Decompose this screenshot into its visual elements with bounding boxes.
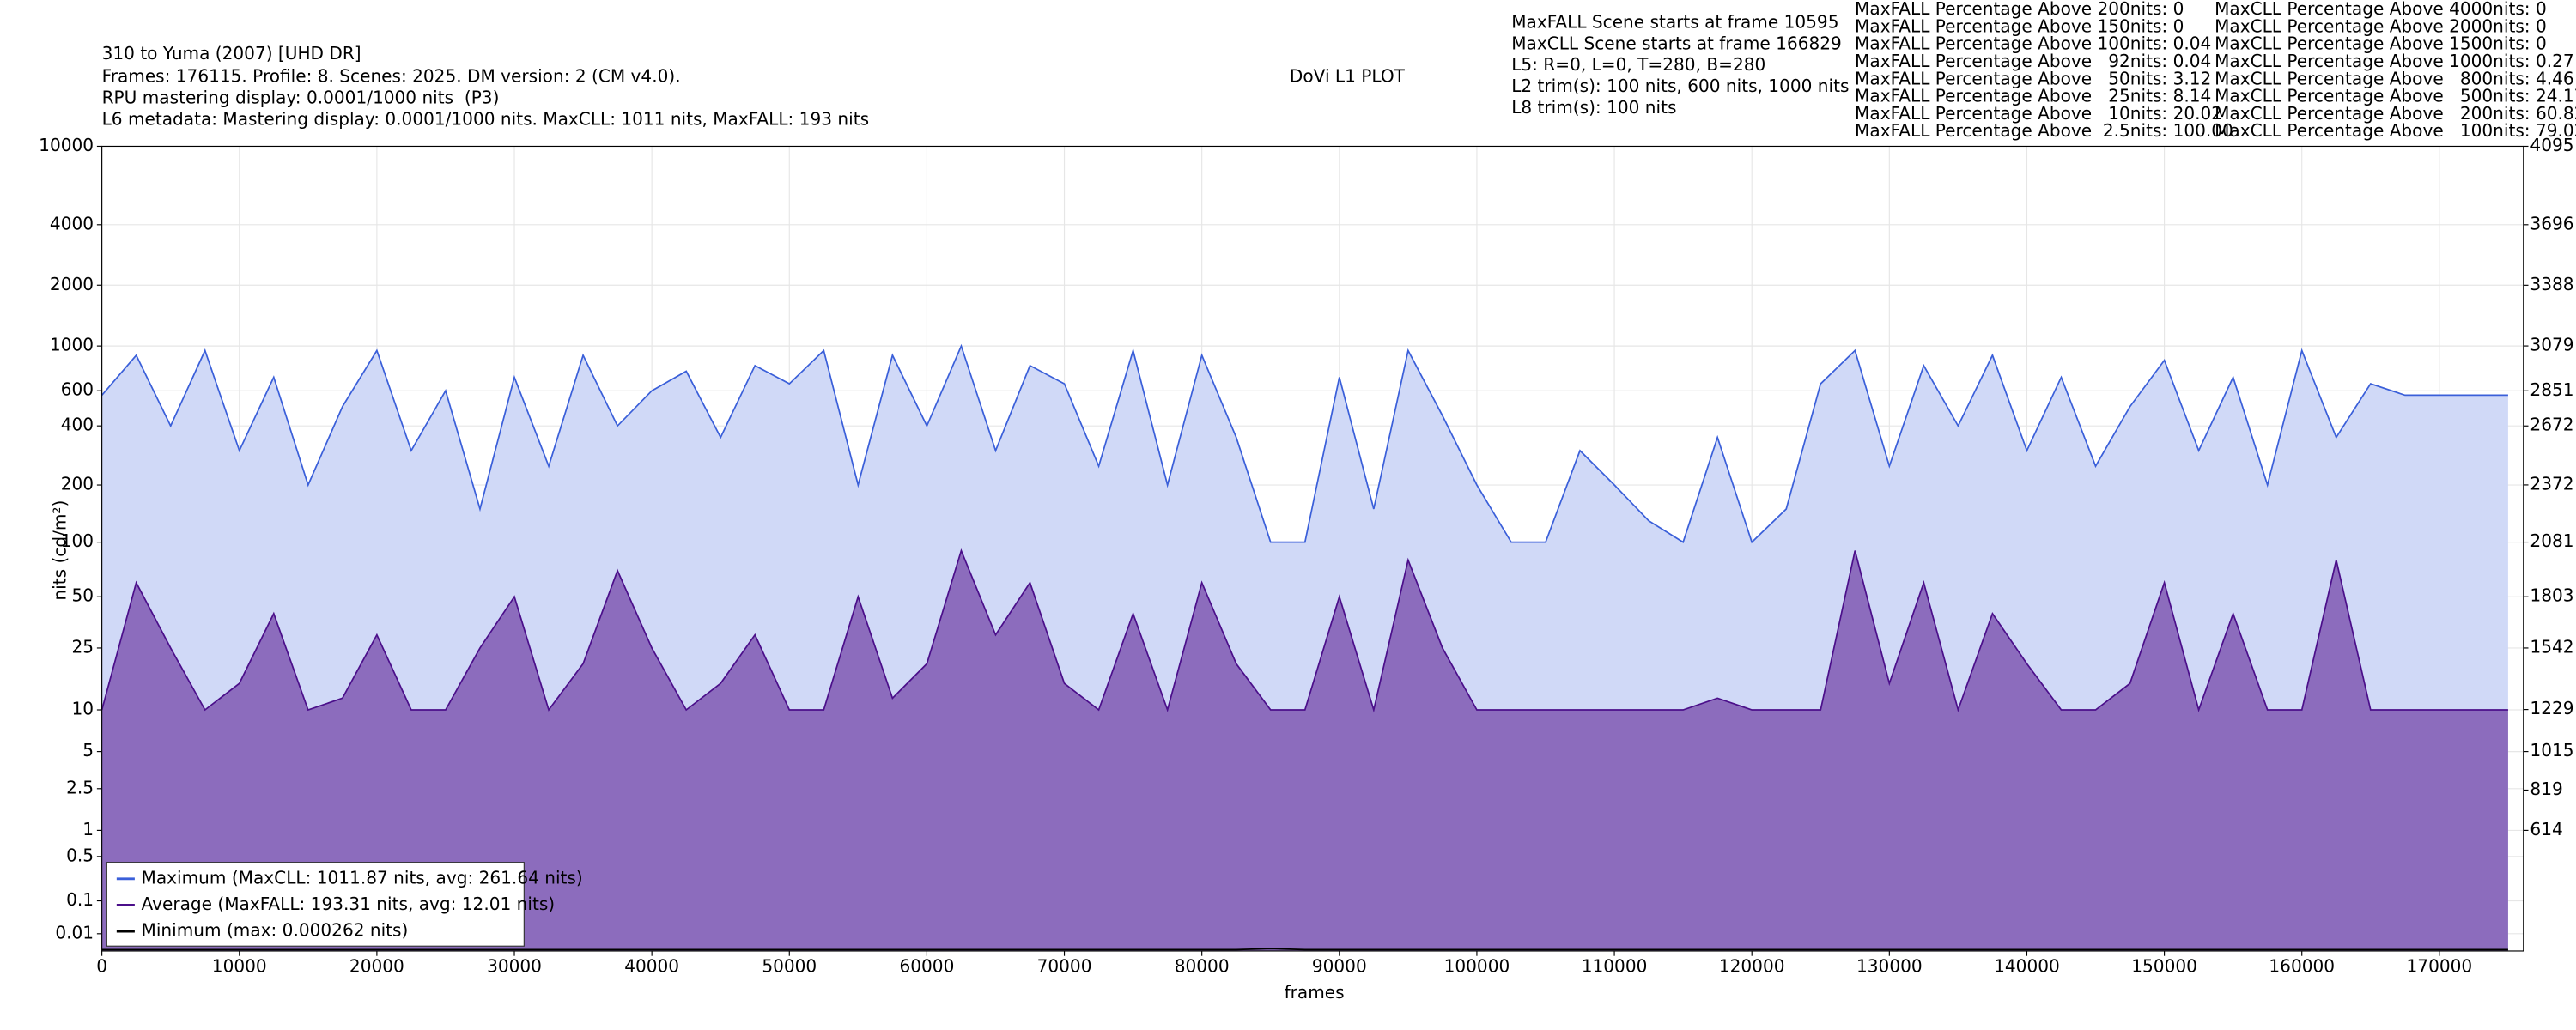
y-tick-label: 25: [71, 636, 94, 657]
x-tick-label: 160000: [2269, 956, 2335, 977]
x-tick-label: 70000: [1037, 956, 1092, 977]
series-line: [101, 948, 2508, 951]
scene-info: L5: R=0, L=0, T=280, B=280: [1511, 54, 1765, 75]
y-tick-label: 1000: [50, 335, 94, 355]
x-tick-label: 60000: [899, 956, 954, 977]
x-tick-label: 0: [96, 956, 107, 977]
stat-line: MaxCLL Percentage Above 800nits: 4.46: [2215, 68, 2574, 88]
x-tick-label: 20000: [349, 956, 404, 977]
y2-tick-label: 614: [2530, 819, 2562, 839]
x-tick-label: 140000: [1994, 956, 2060, 977]
stat-line: MaxFALL Percentage Above 92nits: 0.04: [1855, 51, 2211, 71]
x-tick-label: 120000: [1719, 956, 1785, 977]
x-tick-label: 100000: [1444, 956, 1510, 977]
y2-tick-label: 3079: [2530, 335, 2573, 355]
stat-line: MaxFALL Percentage Above 2.5nits: 100.00: [1855, 120, 2233, 141]
info-line: Frames: 176115. Profile: 8. Scenes: 2025…: [102, 66, 681, 87]
stat-line: MaxFALL Percentage Above 50nits: 3.12: [1855, 68, 2211, 88]
y2-tick-label: 2851: [2530, 379, 2573, 400]
y-tick-label: 0.5: [66, 845, 94, 865]
stat-line: MaxCLL Percentage Above 1000nits: 0.27: [2215, 51, 2574, 71]
y2-tick-label: 819: [2530, 779, 2562, 799]
scene-info: MaxCLL Scene starts at frame 166829: [1511, 33, 1842, 53]
y-tick-label: 1: [82, 819, 94, 839]
header-title: 310 to Yuma (2007) [UHD DR]: [102, 43, 361, 64]
y2-tick-label: 2372: [2530, 473, 2573, 494]
stat-line: MaxCLL Percentage Above 100nits: 79.02: [2215, 120, 2576, 141]
x-tick-label: 170000: [2407, 956, 2473, 977]
series-line: [100, 343, 2508, 544]
y-tick-label: 2000: [50, 274, 94, 294]
y2-tick-label: 1015: [2530, 740, 2573, 760]
y-tick-label: 0.01: [55, 922, 94, 942]
stat-line: MaxCLL Percentage Above 2000nits: 0: [2215, 15, 2547, 36]
stat-line: MaxFALL Percentage Above 100nits: 0.04: [1855, 33, 2211, 54]
y-tick-label: 400: [61, 415, 94, 435]
x-tick-label: 50000: [762, 956, 817, 977]
stat-line: MaxFALL Percentage Above 200nits: 0: [1855, 0, 2184, 19]
y-tick-label: 50: [71, 585, 94, 606]
info-line: RPU mastering display: 0.0001/1000 nits …: [102, 87, 500, 107]
y2-tick-label: 3696: [2530, 213, 2573, 233]
legend-label: Maximum (MaxCLL: 1011.87 nits, avg: 261.…: [142, 867, 583, 888]
stat-line: MaxFALL Percentage Above 25nits: 8.14: [1855, 86, 2211, 106]
y-tick-label: 5: [82, 740, 94, 760]
y-tick-label: 10000: [39, 135, 94, 155]
stat-line: MaxCLL Percentage Above 4000nits: 0: [2215, 0, 2547, 19]
stat-line: MaxFALL Percentage Above 10nits: 20.02: [1855, 103, 2222, 124]
y2-tick-label: 2672: [2530, 415, 2573, 435]
y2-tick-label: 3388: [2530, 274, 2573, 294]
y-tick-label: 4000: [50, 213, 94, 233]
y-tick-label: 0.1: [66, 889, 94, 910]
y-axis-label: nits (cd/m²): [49, 500, 70, 601]
stat-line: MaxFALL Percentage Above 150nits: 0: [1855, 15, 2184, 36]
chart-title: DoVi L1 PLOT: [1290, 66, 1406, 87]
stat-line: MaxCLL Percentage Above 1500nits: 0: [2215, 33, 2547, 54]
x-tick-label: 150000: [2131, 956, 2197, 977]
y-tick-label: 2.5: [66, 777, 94, 797]
legend-box: [106, 862, 525, 947]
y2-tick-label: 2081: [2530, 530, 2573, 551]
x-tick-label: 40000: [624, 956, 679, 977]
info-line: L6 metadata: Mastering display: 0.0001/1…: [102, 108, 869, 129]
series-line: [100, 548, 2508, 713]
x-axis-label: frames: [1285, 982, 1345, 1003]
stat-line: MaxCLL Percentage Above 500nits: 24.17: [2215, 86, 2576, 106]
plot-frame: [101, 145, 2524, 952]
scene-info: L8 trim(s): 100 nits: [1511, 97, 1676, 118]
y-tick-label: 100: [61, 530, 94, 551]
x-tick-label: 90000: [1312, 956, 1367, 977]
stat-line: MaxCLL Percentage Above 200nits: 60.82: [2215, 103, 2576, 124]
legend-label: Minimum (max: 0.000262 nits): [142, 920, 409, 941]
x-tick-label: 10000: [212, 956, 267, 977]
scene-info: MaxFALL Scene starts at frame 10595: [1511, 11, 1838, 32]
legend-label: Average (MaxFALL: 193.31 nits, avg: 12.0…: [142, 894, 556, 914]
y-tick-label: 200: [61, 474, 94, 494]
area-fill: [101, 550, 2508, 951]
x-tick-label: 80000: [1175, 956, 1230, 977]
y2-tick-label: 1542: [2530, 636, 2573, 657]
x-tick-label: 130000: [1856, 956, 1923, 977]
y2-tick-label: 1229: [2530, 698, 2573, 718]
y2-tick-label: 1803: [2530, 585, 2573, 606]
scene-info: L2 trim(s): 100 nits, 600 nits, 1000 nit…: [1511, 76, 1849, 96]
y2-tick-label: 4095: [2530, 135, 2573, 155]
x-tick-label: 30000: [487, 956, 542, 977]
x-tick-label: 110000: [1582, 956, 1648, 977]
y-tick-label: 600: [61, 379, 94, 400]
y-tick-label: 10: [71, 699, 94, 719]
